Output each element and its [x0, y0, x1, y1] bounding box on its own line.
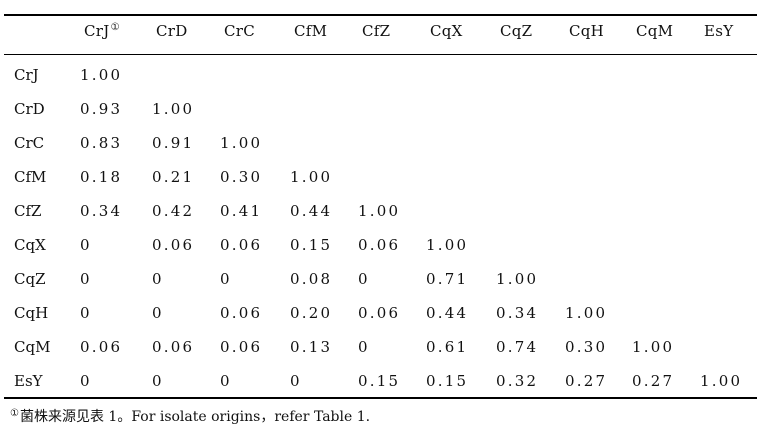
table-cell: 0.42	[152, 202, 195, 220]
table-cell: 0	[220, 372, 232, 390]
table-cell: 0.83	[80, 134, 123, 152]
table-cell: 0.06	[220, 338, 263, 356]
row-label-cfm: CfM	[14, 168, 47, 186]
table-cell: 0.27	[632, 372, 675, 390]
table-cell: 0	[152, 304, 164, 322]
row-label-cqm: CqM	[14, 338, 51, 356]
column-header-cqm: CqM	[636, 22, 673, 40]
table-cell: 0.15	[426, 372, 469, 390]
column-header-cqh: CqH	[569, 22, 604, 40]
table-cell: 0.32	[496, 372, 539, 390]
column-header-label: CrD	[156, 22, 188, 40]
table-cell: 0.34	[80, 202, 123, 220]
row-label-crc: CrC	[14, 134, 45, 152]
table-cell: 1.00	[80, 66, 123, 84]
row-label-crj: CrJ	[14, 66, 39, 84]
table-cell: 0.44	[290, 202, 333, 220]
column-header-label: CqM	[636, 22, 674, 40]
table-cell: 1.00	[152, 100, 195, 118]
table-cell: 0	[358, 270, 370, 288]
table-cell: 0.06	[358, 304, 401, 322]
column-header-label: CrJ	[84, 22, 110, 40]
table-bottom-rule	[4, 397, 757, 399]
table-cell: 0.21	[152, 168, 195, 186]
table-cell: 1.00	[426, 236, 469, 254]
table-cell: 1.00	[290, 168, 333, 186]
table-cell: 1.00	[220, 134, 263, 152]
column-header-cqz: CqZ	[500, 22, 532, 40]
column-header-cqx: CqX	[430, 22, 463, 40]
table-cell: 0.34	[496, 304, 539, 322]
table-cell: 0	[220, 270, 232, 288]
table-cell: 0.15	[290, 236, 333, 254]
table-cell: 1.00	[700, 372, 743, 390]
table-cell: 0.13	[290, 338, 333, 356]
table-cell: 0	[152, 372, 164, 390]
footnote-marker: ①	[110, 22, 120, 33]
table-cell: 0.61	[426, 338, 469, 356]
column-header-cfm: CfM	[294, 22, 327, 40]
column-header-label: CfZ	[362, 22, 391, 40]
row-label-crd: CrD	[14, 100, 45, 118]
table-cell: 1.00	[358, 202, 401, 220]
table-cell: 1.00	[632, 338, 675, 356]
table-cell: 0.15	[358, 372, 401, 390]
table-footnote: ①菌株来源见表 1。For isolate origins，refer Tabl…	[10, 406, 370, 426]
column-header-label: EsY	[704, 22, 734, 40]
table-cell: 0.06	[152, 338, 195, 356]
table-cell: 0.06	[220, 304, 263, 322]
row-label-cqx: CqX	[14, 236, 46, 254]
column-header-cfz: CfZ	[362, 22, 390, 40]
table-cell: 0.20	[290, 304, 333, 322]
table-cell: 0.44	[426, 304, 469, 322]
column-header-label: CqX	[430, 22, 463, 40]
column-header-label: CfM	[294, 22, 328, 40]
row-label-cfz: CfZ	[14, 202, 42, 220]
table-cell: 1.00	[496, 270, 539, 288]
row-label-esy: EsY	[14, 372, 43, 390]
table-cell: 0	[290, 372, 302, 390]
row-label-cqh: CqH	[14, 304, 49, 322]
row-label-cqz: CqZ	[14, 270, 46, 288]
column-header-crc: CrC	[224, 22, 255, 40]
table-cell: 0.41	[220, 202, 263, 220]
footnote-text: 菌株来源见表 1。For isolate origins，refer Table…	[19, 409, 371, 425]
footnote-marker: ①	[10, 408, 19, 419]
table-cell: 0.18	[80, 168, 123, 186]
table-cell: 0.06	[80, 338, 123, 356]
table-cell: 0.06	[220, 236, 263, 254]
table-cell: 0.06	[152, 236, 195, 254]
table-cell: 0.30	[565, 338, 608, 356]
column-header-label: CqZ	[500, 22, 533, 40]
table-cell: 0.06	[358, 236, 401, 254]
table-cell: 0	[358, 338, 370, 356]
table-cell: 0.71	[426, 270, 469, 288]
table-header-rule	[4, 54, 757, 55]
table-cell: 0.08	[290, 270, 333, 288]
column-header-esy: EsY	[704, 22, 733, 40]
table-cell: 1.00	[565, 304, 608, 322]
table-cell: 0.74	[496, 338, 539, 356]
table-cell: 0	[152, 270, 164, 288]
table-cell: 0.27	[565, 372, 608, 390]
table-cell: 0	[80, 236, 92, 254]
table-cell: 0.30	[220, 168, 263, 186]
column-header-label: CqH	[569, 22, 605, 40]
column-header-crd: CrD	[156, 22, 188, 40]
table-top-rule	[4, 14, 757, 16]
table-cell: 0	[80, 270, 92, 288]
column-header-label: CrC	[224, 22, 256, 40]
column-header-crj: CrJ①	[84, 22, 120, 40]
table-cell: 0.93	[80, 100, 123, 118]
table-cell: 0	[80, 304, 92, 322]
table-cell: 0.91	[152, 134, 195, 152]
table-cell: 0	[80, 372, 92, 390]
